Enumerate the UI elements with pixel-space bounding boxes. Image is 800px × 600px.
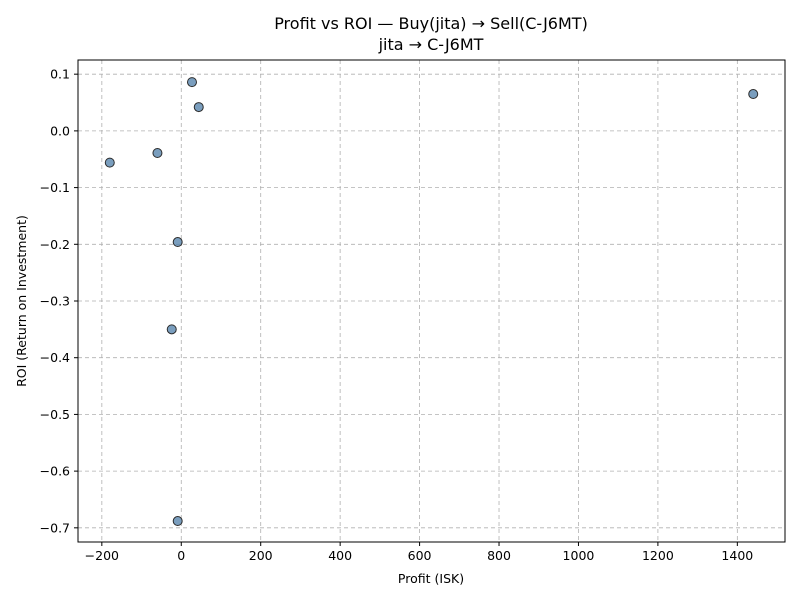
y-tick-label: −0.2 [40, 237, 70, 252]
y-axis-label: ROI (Return on Investment) [14, 215, 29, 387]
data-point [104, 157, 115, 168]
x-tick-label: 1400 [721, 548, 753, 563]
data-points [104, 77, 759, 527]
chart-title: Profit vs ROI — Buy(jita) → Sell(C-J6MT) [274, 14, 588, 33]
x-tick-label: 1200 [642, 548, 674, 563]
x-tick-label: 200 [249, 548, 273, 563]
x-axis-label: Profit (ISK) [398, 571, 464, 586]
data-point [193, 102, 204, 113]
y-tick-label: −0.7 [40, 520, 70, 535]
x-tick-label: 600 [408, 548, 432, 563]
x-tick-label: 400 [328, 548, 352, 563]
x-tick-label: 1000 [563, 548, 595, 563]
x-tick-label: −200 [85, 548, 119, 563]
data-point [186, 77, 197, 88]
y-tick-label: −0.6 [40, 464, 70, 479]
x-tick-label: 0 [177, 548, 185, 563]
plot-frame [77, 59, 786, 543]
data-point [172, 237, 183, 248]
y-tick-label: 0.0 [50, 123, 70, 138]
grid [78, 60, 785, 542]
data-point [152, 147, 163, 158]
y-tick-label: 0.1 [50, 67, 70, 82]
axis-ticks: −200 0 200 400 600 800 1000 1200 1400 0.1 0.0 −0.1 −… [40, 67, 754, 563]
y-tick-label: −0.5 [40, 407, 70, 422]
x-tick-label: 800 [487, 548, 511, 563]
y-tick-label: −0.3 [40, 294, 70, 309]
data-point [172, 516, 183, 527]
y-tick-label: −0.4 [40, 350, 70, 365]
data-point [166, 324, 177, 335]
chart-subtitle: jita → C-J6MT [378, 35, 484, 54]
data-point [748, 89, 759, 100]
y-tick-label: −0.1 [40, 180, 70, 195]
